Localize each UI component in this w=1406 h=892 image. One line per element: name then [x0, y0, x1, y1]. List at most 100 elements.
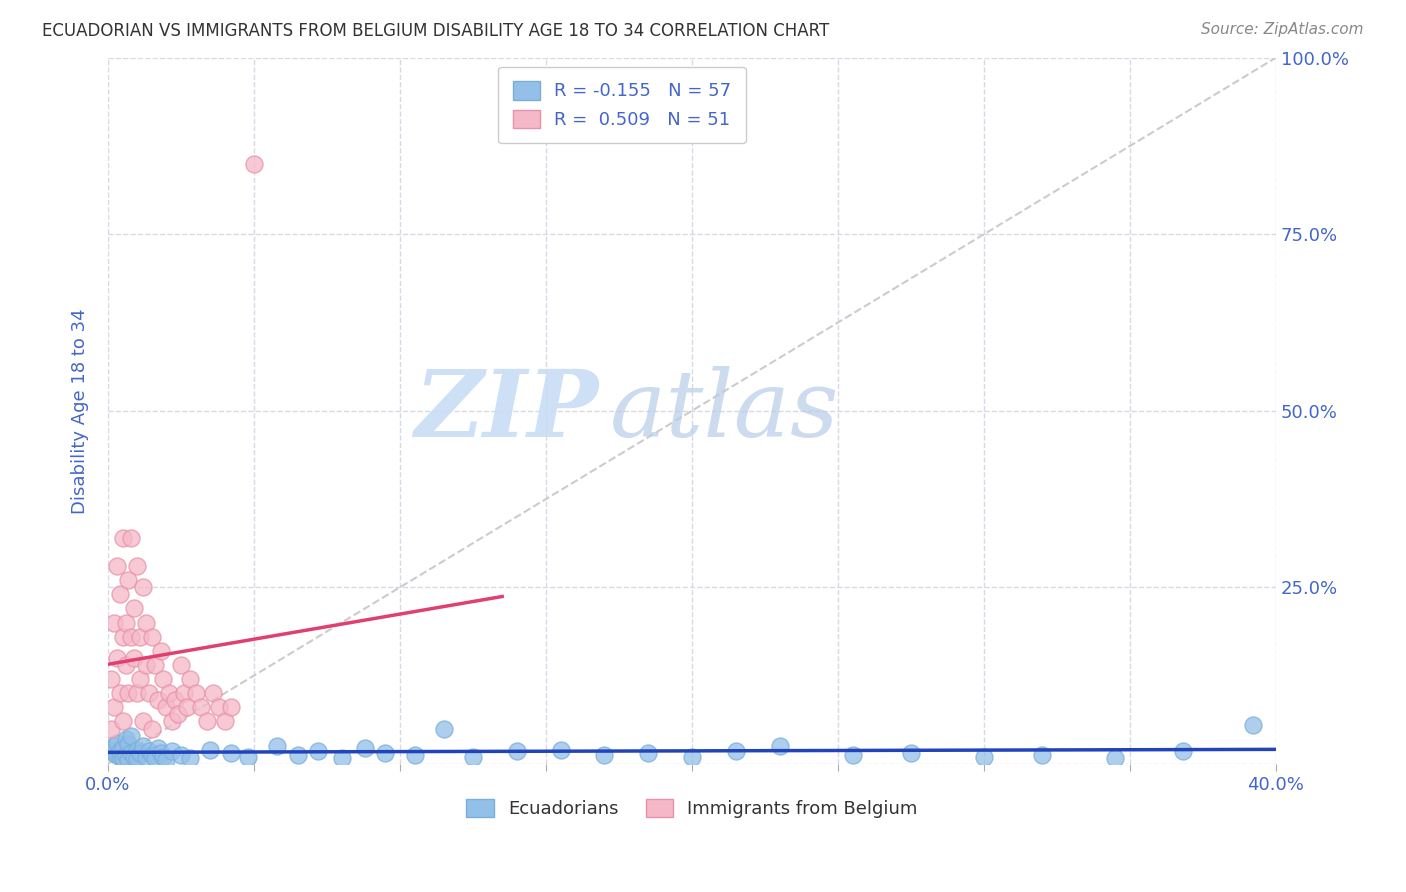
Point	[841, 748, 863, 763]
Point	[433, 722, 456, 736]
Point	[593, 748, 616, 763]
Point	[117, 753, 139, 767]
Point	[111, 751, 134, 765]
Point	[138, 744, 160, 758]
Point	[155, 700, 177, 714]
Point	[105, 559, 128, 574]
Point	[184, 686, 207, 700]
Point	[135, 749, 157, 764]
Point	[155, 753, 177, 767]
Text: ECUADORIAN VS IMMIGRANTS FROM BELGIUM DISABILITY AGE 18 TO 34 CORRELATION CHART: ECUADORIAN VS IMMIGRANTS FROM BELGIUM DI…	[42, 22, 830, 40]
Point	[129, 630, 152, 644]
Point	[266, 739, 288, 754]
Point	[143, 751, 166, 765]
Point	[768, 739, 790, 754]
Point	[637, 746, 659, 760]
Point	[149, 746, 172, 760]
Point	[114, 732, 136, 747]
Point	[146, 693, 169, 707]
Point	[111, 741, 134, 756]
Point	[461, 749, 484, 764]
Point	[100, 742, 122, 756]
Point	[135, 657, 157, 672]
Point	[152, 749, 174, 764]
Point	[132, 739, 155, 754]
Text: atlas: atlas	[610, 366, 839, 456]
Point	[122, 601, 145, 615]
Point	[160, 744, 183, 758]
Point	[1104, 751, 1126, 765]
Point	[111, 630, 134, 644]
Legend: Ecuadorians, Immigrants from Belgium: Ecuadorians, Immigrants from Belgium	[460, 791, 925, 825]
Point	[243, 156, 266, 170]
Point	[127, 742, 149, 756]
Point	[724, 744, 747, 758]
Point	[100, 672, 122, 686]
Point	[170, 748, 193, 763]
Point	[122, 651, 145, 665]
Point	[138, 686, 160, 700]
Point	[157, 686, 180, 700]
Point	[1241, 718, 1264, 732]
Point	[114, 615, 136, 630]
Point	[219, 746, 242, 760]
Point	[506, 744, 529, 758]
Point	[141, 722, 163, 736]
Point	[111, 531, 134, 545]
Text: ZIP: ZIP	[415, 366, 599, 456]
Point	[100, 722, 122, 736]
Text: Source: ZipAtlas.com: Source: ZipAtlas.com	[1201, 22, 1364, 37]
Point	[165, 693, 187, 707]
Point	[141, 748, 163, 763]
Point	[1031, 748, 1053, 763]
Point	[132, 714, 155, 729]
Point	[127, 559, 149, 574]
Point	[108, 749, 131, 764]
Point	[120, 746, 142, 760]
Point	[108, 587, 131, 601]
Point	[108, 744, 131, 758]
Point	[103, 746, 125, 760]
Point	[236, 749, 259, 764]
Point	[129, 746, 152, 760]
Point	[152, 672, 174, 686]
Point	[141, 630, 163, 644]
Point	[179, 672, 201, 686]
Point	[120, 729, 142, 743]
Point	[208, 700, 231, 714]
Point	[146, 741, 169, 756]
Point	[114, 748, 136, 763]
Point	[190, 700, 212, 714]
Point	[105, 736, 128, 750]
Point	[287, 748, 309, 763]
Point	[103, 739, 125, 754]
Point	[198, 742, 221, 756]
Point	[127, 686, 149, 700]
Point	[149, 644, 172, 658]
Point	[374, 746, 396, 760]
Point	[117, 686, 139, 700]
Point	[117, 737, 139, 751]
Point	[103, 700, 125, 714]
Point	[135, 615, 157, 630]
Point	[307, 744, 329, 758]
Point	[108, 686, 131, 700]
Point	[681, 749, 703, 764]
Point	[160, 714, 183, 729]
Point	[114, 657, 136, 672]
Point	[330, 751, 353, 765]
Point	[1171, 744, 1194, 758]
Point	[129, 672, 152, 686]
Point	[117, 573, 139, 587]
Point	[120, 630, 142, 644]
Point	[202, 686, 225, 700]
Point	[122, 749, 145, 764]
Point	[404, 748, 426, 763]
Point	[550, 742, 572, 756]
Point	[219, 700, 242, 714]
Point	[195, 714, 218, 729]
Point	[167, 707, 190, 722]
Point	[900, 746, 922, 760]
Point	[354, 741, 377, 756]
Point	[179, 751, 201, 765]
